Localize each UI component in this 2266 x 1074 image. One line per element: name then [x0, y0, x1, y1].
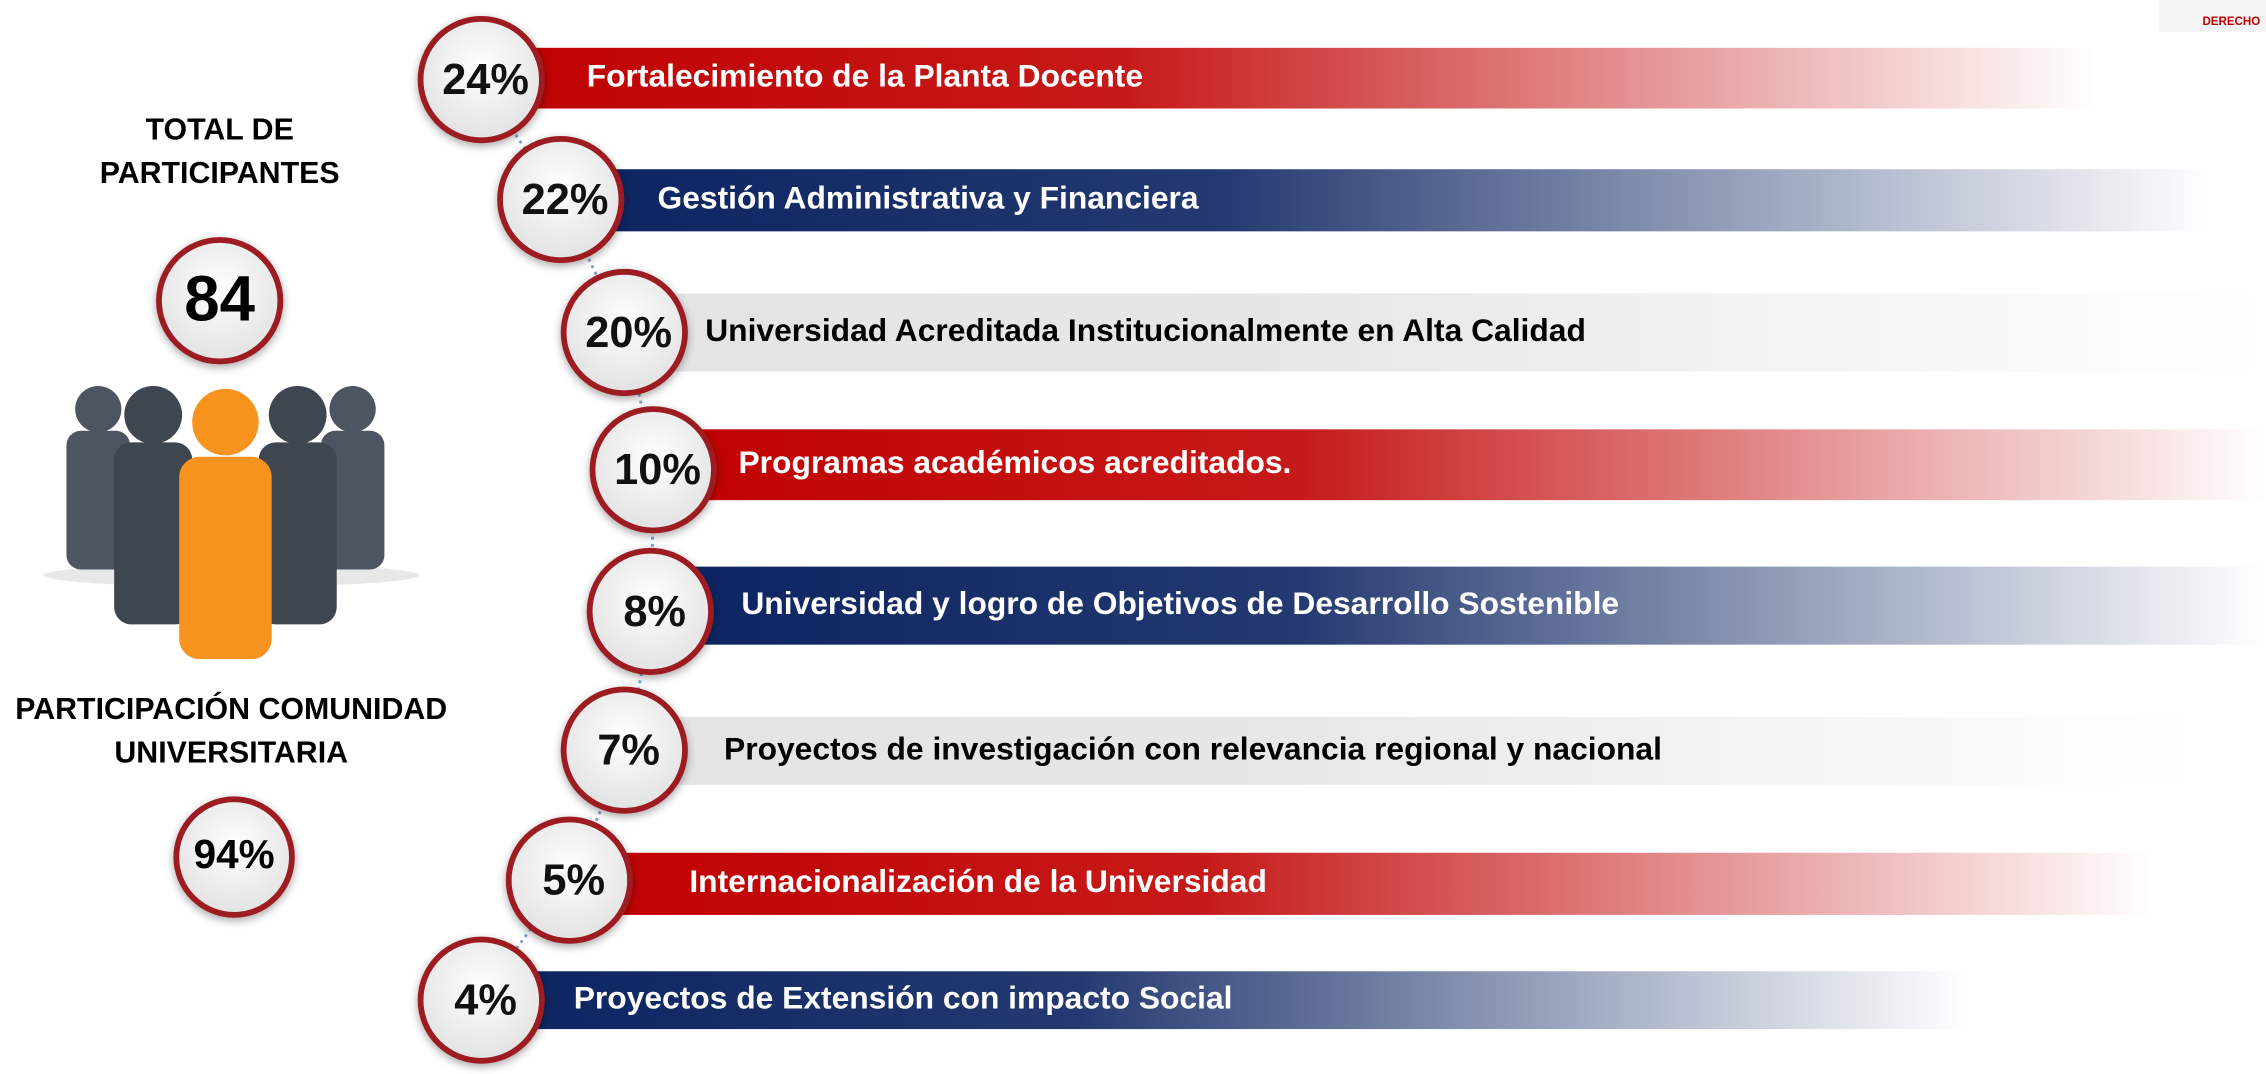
item-percent: 4%: [454, 977, 517, 1025]
item-label: Proyectos de Extensión con impacto Socia…: [574, 980, 1233, 1016]
bars: Fortalecimiento de la Planta Docente 24% G…: [421, 19, 2266, 1061]
item-percent: 5%: [542, 857, 605, 905]
item-label: Universidad y logro de Objetivos de Desa…: [741, 585, 1619, 621]
item-percent: 7%: [597, 727, 660, 775]
participation-value: 94%: [194, 831, 275, 877]
item-percent: 8%: [623, 588, 686, 636]
logo-text: DERECHO: [2202, 16, 2260, 28]
item-percent: 22%: [522, 176, 609, 224]
item-label: Universidad Acreditada Institucionalment…: [705, 312, 1586, 348]
participation-title: UNIVERSITARIA: [114, 737, 348, 770]
people-icon: [43, 386, 419, 659]
item-percent: 10%: [614, 446, 701, 494]
item-label: Internacionalización de la Universidad: [689, 863, 1267, 899]
total-value: 84: [184, 263, 255, 334]
item-percent: 24%: [442, 56, 529, 104]
item-label: Gestión Administrativa y Financiera: [658, 180, 1199, 216]
infographic: DERECHO Fortalecimiento de la Planta Doc…: [0, 0, 2266, 1074]
item-percent: 20%: [585, 309, 672, 357]
total-title: TOTAL DE: [146, 114, 294, 147]
total-title: PARTICIPANTES: [100, 157, 340, 190]
item-label: Fortalecimiento de la Planta Docente: [587, 58, 1143, 94]
item-label: Proyectos de investigación con relevanci…: [724, 730, 1662, 766]
page: DERECHO Fortalecimiento de la Planta Doc…: [0, 0, 2266, 1074]
participation-title: PARTICIPACIÓN COMUNIDAD: [15, 692, 447, 726]
item-label: Programas académicos acreditados.: [738, 444, 1291, 480]
left-panel: TOTAL DE PARTICIPANTES 84 PARTICIPACIÓN …: [15, 114, 447, 915]
